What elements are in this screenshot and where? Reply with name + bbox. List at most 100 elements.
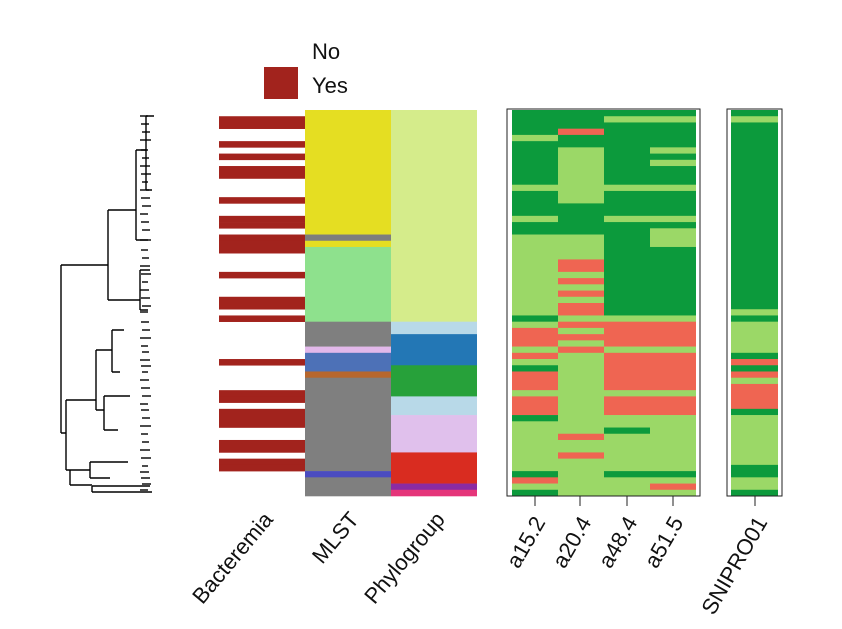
a20-4-cell bbox=[558, 452, 604, 459]
a48-4-cell bbox=[604, 321, 650, 347]
mlst-cell bbox=[305, 352, 391, 372]
a48-4-cell bbox=[604, 116, 650, 123]
a51-5-cell bbox=[650, 390, 696, 397]
legend-label-yes: Yes bbox=[312, 73, 348, 98]
bacteremia-cell bbox=[219, 390, 305, 397]
legend-swatch-no bbox=[264, 38, 298, 66]
phylogroup-cell bbox=[391, 483, 477, 491]
col-label-bacteremia: Bacteremia bbox=[187, 507, 278, 609]
a48-4-cell bbox=[604, 352, 650, 391]
phylogroup-cell bbox=[391, 415, 477, 453]
a51-5-cell bbox=[650, 184, 696, 192]
a15-2-cell bbox=[512, 346, 558, 354]
a48-4-cell bbox=[604, 190, 650, 217]
a15-2-cell bbox=[512, 315, 558, 322]
x-ticks bbox=[534, 496, 756, 506]
a20-4-cell bbox=[558, 352, 604, 435]
a48-4-cell bbox=[604, 433, 650, 472]
bacteremia-cell bbox=[219, 215, 305, 223]
snipro-cell bbox=[731, 352, 778, 360]
a51-5-cell bbox=[650, 415, 696, 472]
mlst-cell bbox=[305, 110, 391, 235]
snipro-cell bbox=[731, 383, 778, 410]
a48-4-cell bbox=[604, 396, 650, 416]
mlst-cell bbox=[305, 477, 391, 497]
a15-2-cell bbox=[512, 415, 558, 422]
a20-4-cell bbox=[558, 315, 604, 322]
bacteremia-cell bbox=[219, 141, 305, 148]
a15-2-cell bbox=[512, 390, 558, 397]
dendrogram-branch bbox=[145, 115, 154, 191]
snipro-cell bbox=[731, 122, 778, 310]
phylogroup-cell bbox=[391, 365, 477, 397]
a48-4-cell bbox=[604, 315, 650, 322]
a20-4-cell bbox=[558, 234, 604, 260]
mlst-cell bbox=[305, 346, 391, 354]
dendrogram-branch bbox=[60, 264, 108, 434]
snipro-cell bbox=[731, 408, 778, 416]
a48-4-cell bbox=[604, 346, 650, 354]
a51-5-cell bbox=[650, 489, 696, 497]
a20-4-cell bbox=[558, 128, 604, 136]
a51-5-cell bbox=[650, 352, 696, 391]
snipro-cell bbox=[731, 309, 778, 316]
snipro-cell bbox=[731, 110, 778, 117]
a15-2-cell bbox=[512, 190, 558, 217]
a48-4-cell bbox=[604, 122, 650, 186]
heatmap-cells bbox=[219, 110, 778, 497]
a20-4-cell bbox=[558, 327, 604, 335]
snipro-cell bbox=[731, 415, 778, 466]
a48-4-cell bbox=[604, 390, 650, 397]
a51-5-cell bbox=[650, 110, 696, 117]
a20-4-cell bbox=[558, 334, 604, 341]
bacteremia-cell bbox=[219, 396, 305, 403]
snipro-cell bbox=[731, 489, 778, 497]
a15-2-cell bbox=[512, 352, 558, 360]
col-label-snipro: SNIPRO01 bbox=[696, 512, 772, 619]
a20-4-cell bbox=[558, 458, 604, 497]
a48-4-cell bbox=[604, 415, 650, 428]
a48-4-cell bbox=[604, 110, 650, 117]
a20-4-cell bbox=[558, 346, 604, 354]
bacteremia-cell bbox=[219, 464, 305, 472]
snipro-cell bbox=[731, 371, 778, 379]
snipro-cell bbox=[731, 321, 778, 354]
a51-5-cell bbox=[650, 159, 696, 167]
a20-4-cell bbox=[558, 110, 604, 129]
bacteremia-cell bbox=[219, 359, 305, 366]
legend-swatch-yes bbox=[264, 67, 298, 99]
a15-2-cell bbox=[512, 327, 558, 347]
bacteremia-cell bbox=[219, 315, 305, 322]
a51-5-cell bbox=[650, 147, 696, 154]
mlst-cell bbox=[305, 240, 391, 248]
a15-2-cell bbox=[512, 134, 558, 142]
a48-4-cell bbox=[604, 222, 650, 316]
legend: No Yes bbox=[264, 38, 348, 99]
bacteremia-cell bbox=[219, 222, 305, 229]
mlst-cell bbox=[305, 234, 391, 242]
snipro-cell bbox=[731, 377, 778, 385]
a15-2-cell bbox=[512, 421, 558, 472]
dendrogram bbox=[60, 115, 154, 493]
a51-5-cell bbox=[650, 477, 696, 484]
snipro-cell bbox=[731, 477, 778, 491]
dendrogram-branch bbox=[111, 329, 124, 373]
mlst-cell bbox=[305, 377, 391, 472]
phylogroup-cell bbox=[391, 452, 477, 484]
a48-4-cell bbox=[604, 427, 650, 435]
a15-2-cell bbox=[512, 215, 558, 223]
bacteremia-cell bbox=[219, 296, 305, 310]
bacteremia-cell bbox=[219, 439, 305, 453]
a15-2-cell bbox=[512, 184, 558, 192]
phylogroup-cell bbox=[391, 334, 477, 366]
dendrogram-branch bbox=[103, 395, 130, 431]
a15-2-cell bbox=[512, 483, 558, 491]
a20-4-cell bbox=[558, 321, 604, 329]
dendrogram-branch bbox=[89, 461, 128, 479]
a51-5-cell bbox=[650, 228, 696, 248]
a20-4-cell bbox=[558, 278, 604, 285]
legend-label-no: No bbox=[312, 39, 340, 64]
col-label-a20-4: a20.4 bbox=[547, 512, 596, 572]
dendrogram-branch bbox=[65, 399, 96, 471]
